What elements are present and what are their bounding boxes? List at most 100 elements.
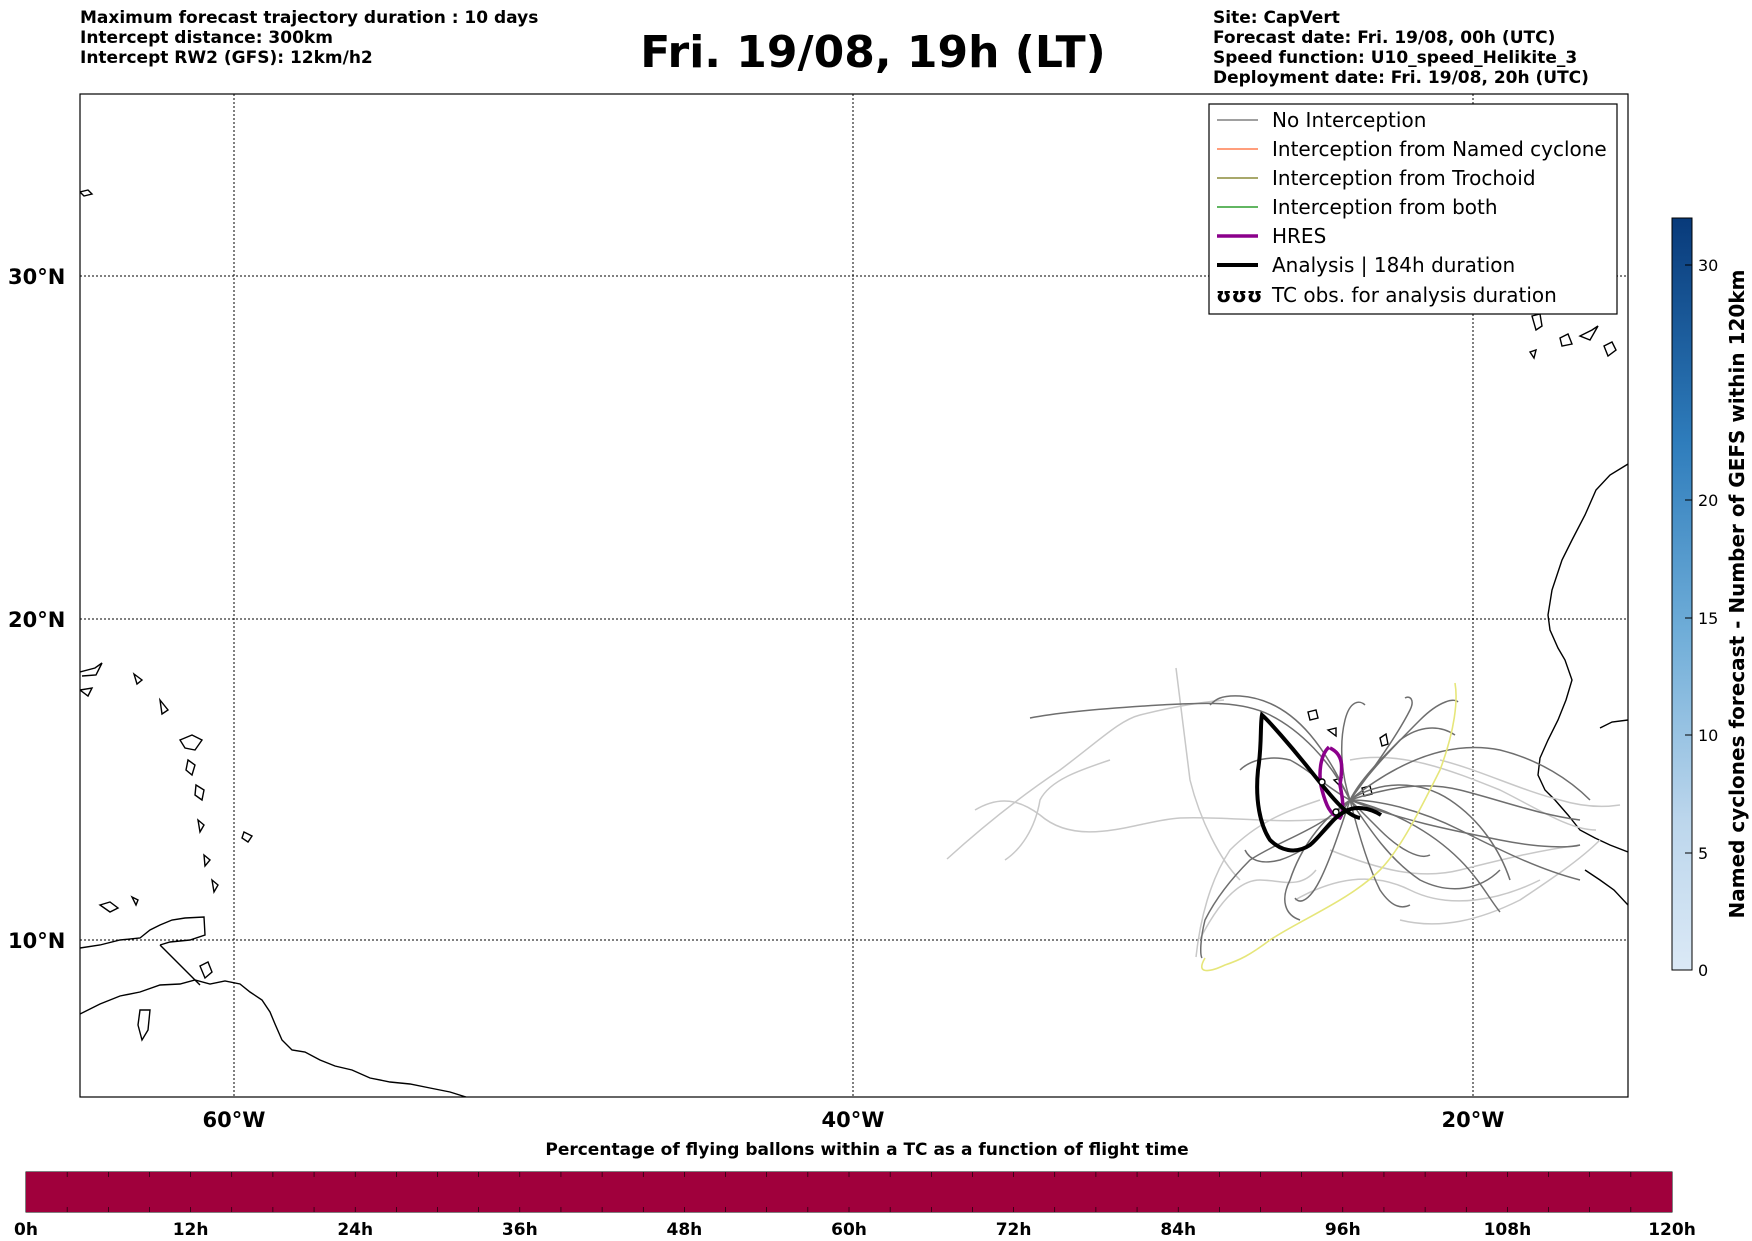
coastlines xyxy=(80,189,1628,1097)
coast-senegal xyxy=(1599,719,1628,729)
island-a1 xyxy=(132,672,144,686)
bottom-bar-tick-84h: 84h xyxy=(1160,1220,1196,1240)
island-2 xyxy=(130,895,139,907)
lon-label-20w: 20°W xyxy=(1442,1108,1505,1132)
trajectory-dark-9 xyxy=(1349,784,1511,881)
header-right-info: Site: CapVert Forecast date: Fri. 19/08,… xyxy=(1213,8,1589,88)
island-canary-1 xyxy=(1531,313,1543,332)
bottom-bar-tick-labels: 0h 12h 24h 36h 48h 60h 72h 84h 96h 108h 120h xyxy=(14,1220,1696,1240)
island-tobago xyxy=(199,961,213,980)
island-trinidad xyxy=(137,1009,151,1042)
legend-label-hres: HRES xyxy=(1272,224,1326,248)
island-stlucia xyxy=(196,818,205,835)
header-deployment-date: Deployment date: Fri. 19/08, 20h (UTC) xyxy=(1213,68,1589,88)
lat-label-30n: 30°N xyxy=(8,265,65,289)
trajectory-analysis xyxy=(1255,711,1383,853)
header-forecast-date: Forecast date: Fri. 19/08, 00h (UTC) xyxy=(1213,28,1556,48)
bottom-bar-tick-24h: 24h xyxy=(337,1220,373,1240)
cb-tick-label-30: 30 xyxy=(1698,256,1718,275)
island-canary-3 xyxy=(1578,325,1599,341)
island-capeverde-3 xyxy=(1379,732,1389,747)
lon-label-60w: 60°W xyxy=(203,1108,266,1132)
bottom-bar-tick-48h: 48h xyxy=(667,1220,703,1240)
coast-guinea xyxy=(1584,869,1628,906)
trajectory-hres xyxy=(1318,745,1345,821)
trajectory-dark-16 xyxy=(1349,746,1591,801)
island-canary-5 xyxy=(1528,348,1537,360)
trajectory-yellow xyxy=(1201,682,1457,972)
legend-label-trochoid: Interception from Trochoid xyxy=(1272,166,1536,190)
trajectory-dark-1 xyxy=(1029,702,1351,801)
island-1 xyxy=(98,901,120,913)
trajectory-light-2 xyxy=(974,800,1337,833)
trajectory-dark-18 xyxy=(1349,696,1413,801)
header-intercept-rw2: Intercept RW2 (GFS): 12km/h2 xyxy=(80,48,373,68)
island-grenada xyxy=(210,878,219,895)
island-stvincent xyxy=(203,853,211,868)
bottom-bar-title: Percentage of flying ballons within a TC… xyxy=(545,1140,1188,1160)
island-bermuda xyxy=(80,189,94,197)
trajectory-dark-5 xyxy=(1349,799,1501,913)
trajectory-dark-11 xyxy=(1340,701,1366,801)
bottom-bar-tick-12h: 12h xyxy=(173,1220,209,1240)
trajectory-dark-15 xyxy=(1294,799,1351,902)
island-dominica xyxy=(185,758,196,777)
trajectory-light-7 xyxy=(1399,839,1601,925)
legend-label-tc-obs: TC obs. for analysis duration xyxy=(1271,283,1557,307)
trajectory-light-8 xyxy=(1329,844,1581,875)
tc-obs-1 xyxy=(1318,778,1326,786)
trajectory-light-10 xyxy=(1294,878,1541,902)
map-title: Fri. 19/08, 19h (LT) xyxy=(0,26,1752,80)
island-capeverde-2 xyxy=(1326,727,1337,738)
colorbar-right-bar xyxy=(1671,217,1693,971)
island-vi xyxy=(80,687,94,698)
lat-label-20n: 20°N xyxy=(8,608,65,632)
legend-label-no-interception: No Interception xyxy=(1272,108,1426,132)
trajectory-light-6 xyxy=(1349,756,1597,831)
header-left-info: Maximum forecast trajectory duration : 1… xyxy=(80,8,538,68)
header-max-duration: Maximum forecast trajectory duration : 1… xyxy=(80,8,539,28)
island-capeverde-1 xyxy=(1307,709,1319,721)
trajectory-light-9 xyxy=(1004,759,1111,861)
tc-obs-2 xyxy=(1332,808,1340,816)
bottom-bar-fill xyxy=(26,1172,1672,1212)
map-gridlines xyxy=(80,94,1628,1097)
map-title-text: Fri. 19/08, 19h (LT) xyxy=(640,27,1106,78)
trajectory-dark-10 xyxy=(1284,799,1351,921)
trajectories-light xyxy=(946,667,1621,958)
lat-label-10n: 10°N xyxy=(8,929,65,953)
bottom-bar-tick-120h: 120h xyxy=(1648,1220,1696,1240)
trajectory-dark-2 xyxy=(1200,799,1351,959)
bottom-bar-tick-0h: 0h xyxy=(14,1220,38,1240)
trajectory-dark-3 xyxy=(1209,695,1351,801)
bottom-bar-tick-108h: 108h xyxy=(1484,1220,1532,1240)
bottom-bar-tick-60h: 60h xyxy=(831,1220,867,1240)
trajectory-dark-17 xyxy=(1349,799,1501,890)
legend-label-named-cyclone: Interception from Named cyclone xyxy=(1272,137,1607,161)
island-barbados xyxy=(241,831,254,843)
trajectory-dark-4 xyxy=(1349,785,1581,821)
island-pr xyxy=(80,662,103,677)
island-a2 xyxy=(158,697,170,716)
cb-tick-label-15: 15 xyxy=(1698,609,1718,628)
header-intercept-distance: Intercept distance: 300km xyxy=(80,28,333,48)
legend-label-analysis: Analysis | 184h duration xyxy=(1272,253,1515,277)
lon-label-40w: 40°W xyxy=(822,1108,885,1132)
bottom-bar-minor-ticks xyxy=(66,1172,1632,1212)
colorbar-right: 30 20 15 10 5 0 Named cyclones forecast … xyxy=(1671,217,1749,980)
trajectory-dark-8 xyxy=(1349,799,1411,908)
legend-box xyxy=(1208,103,1618,315)
tc-obs-markers xyxy=(1318,778,1340,816)
header-site: Site: CapVert xyxy=(1213,8,1340,28)
island-guadeloupe xyxy=(178,734,204,751)
coast-west-africa xyxy=(1537,463,1628,853)
trajectory-dark-13 xyxy=(1349,727,1456,801)
coast-paria xyxy=(80,916,206,949)
legend-label-both: Interception from both xyxy=(1272,195,1498,219)
island-martinique xyxy=(194,783,205,802)
coast-south-america xyxy=(80,979,467,1097)
header-speed-function: Speed function: U10_speed_Helikite_3 xyxy=(1213,48,1578,68)
trajectory-dark-14 xyxy=(1239,757,1351,801)
cb-tick-label-10: 10 xyxy=(1698,726,1718,745)
colorbar-right-label: Named cyclones forecast - Number of GEFS… xyxy=(1725,270,1749,919)
